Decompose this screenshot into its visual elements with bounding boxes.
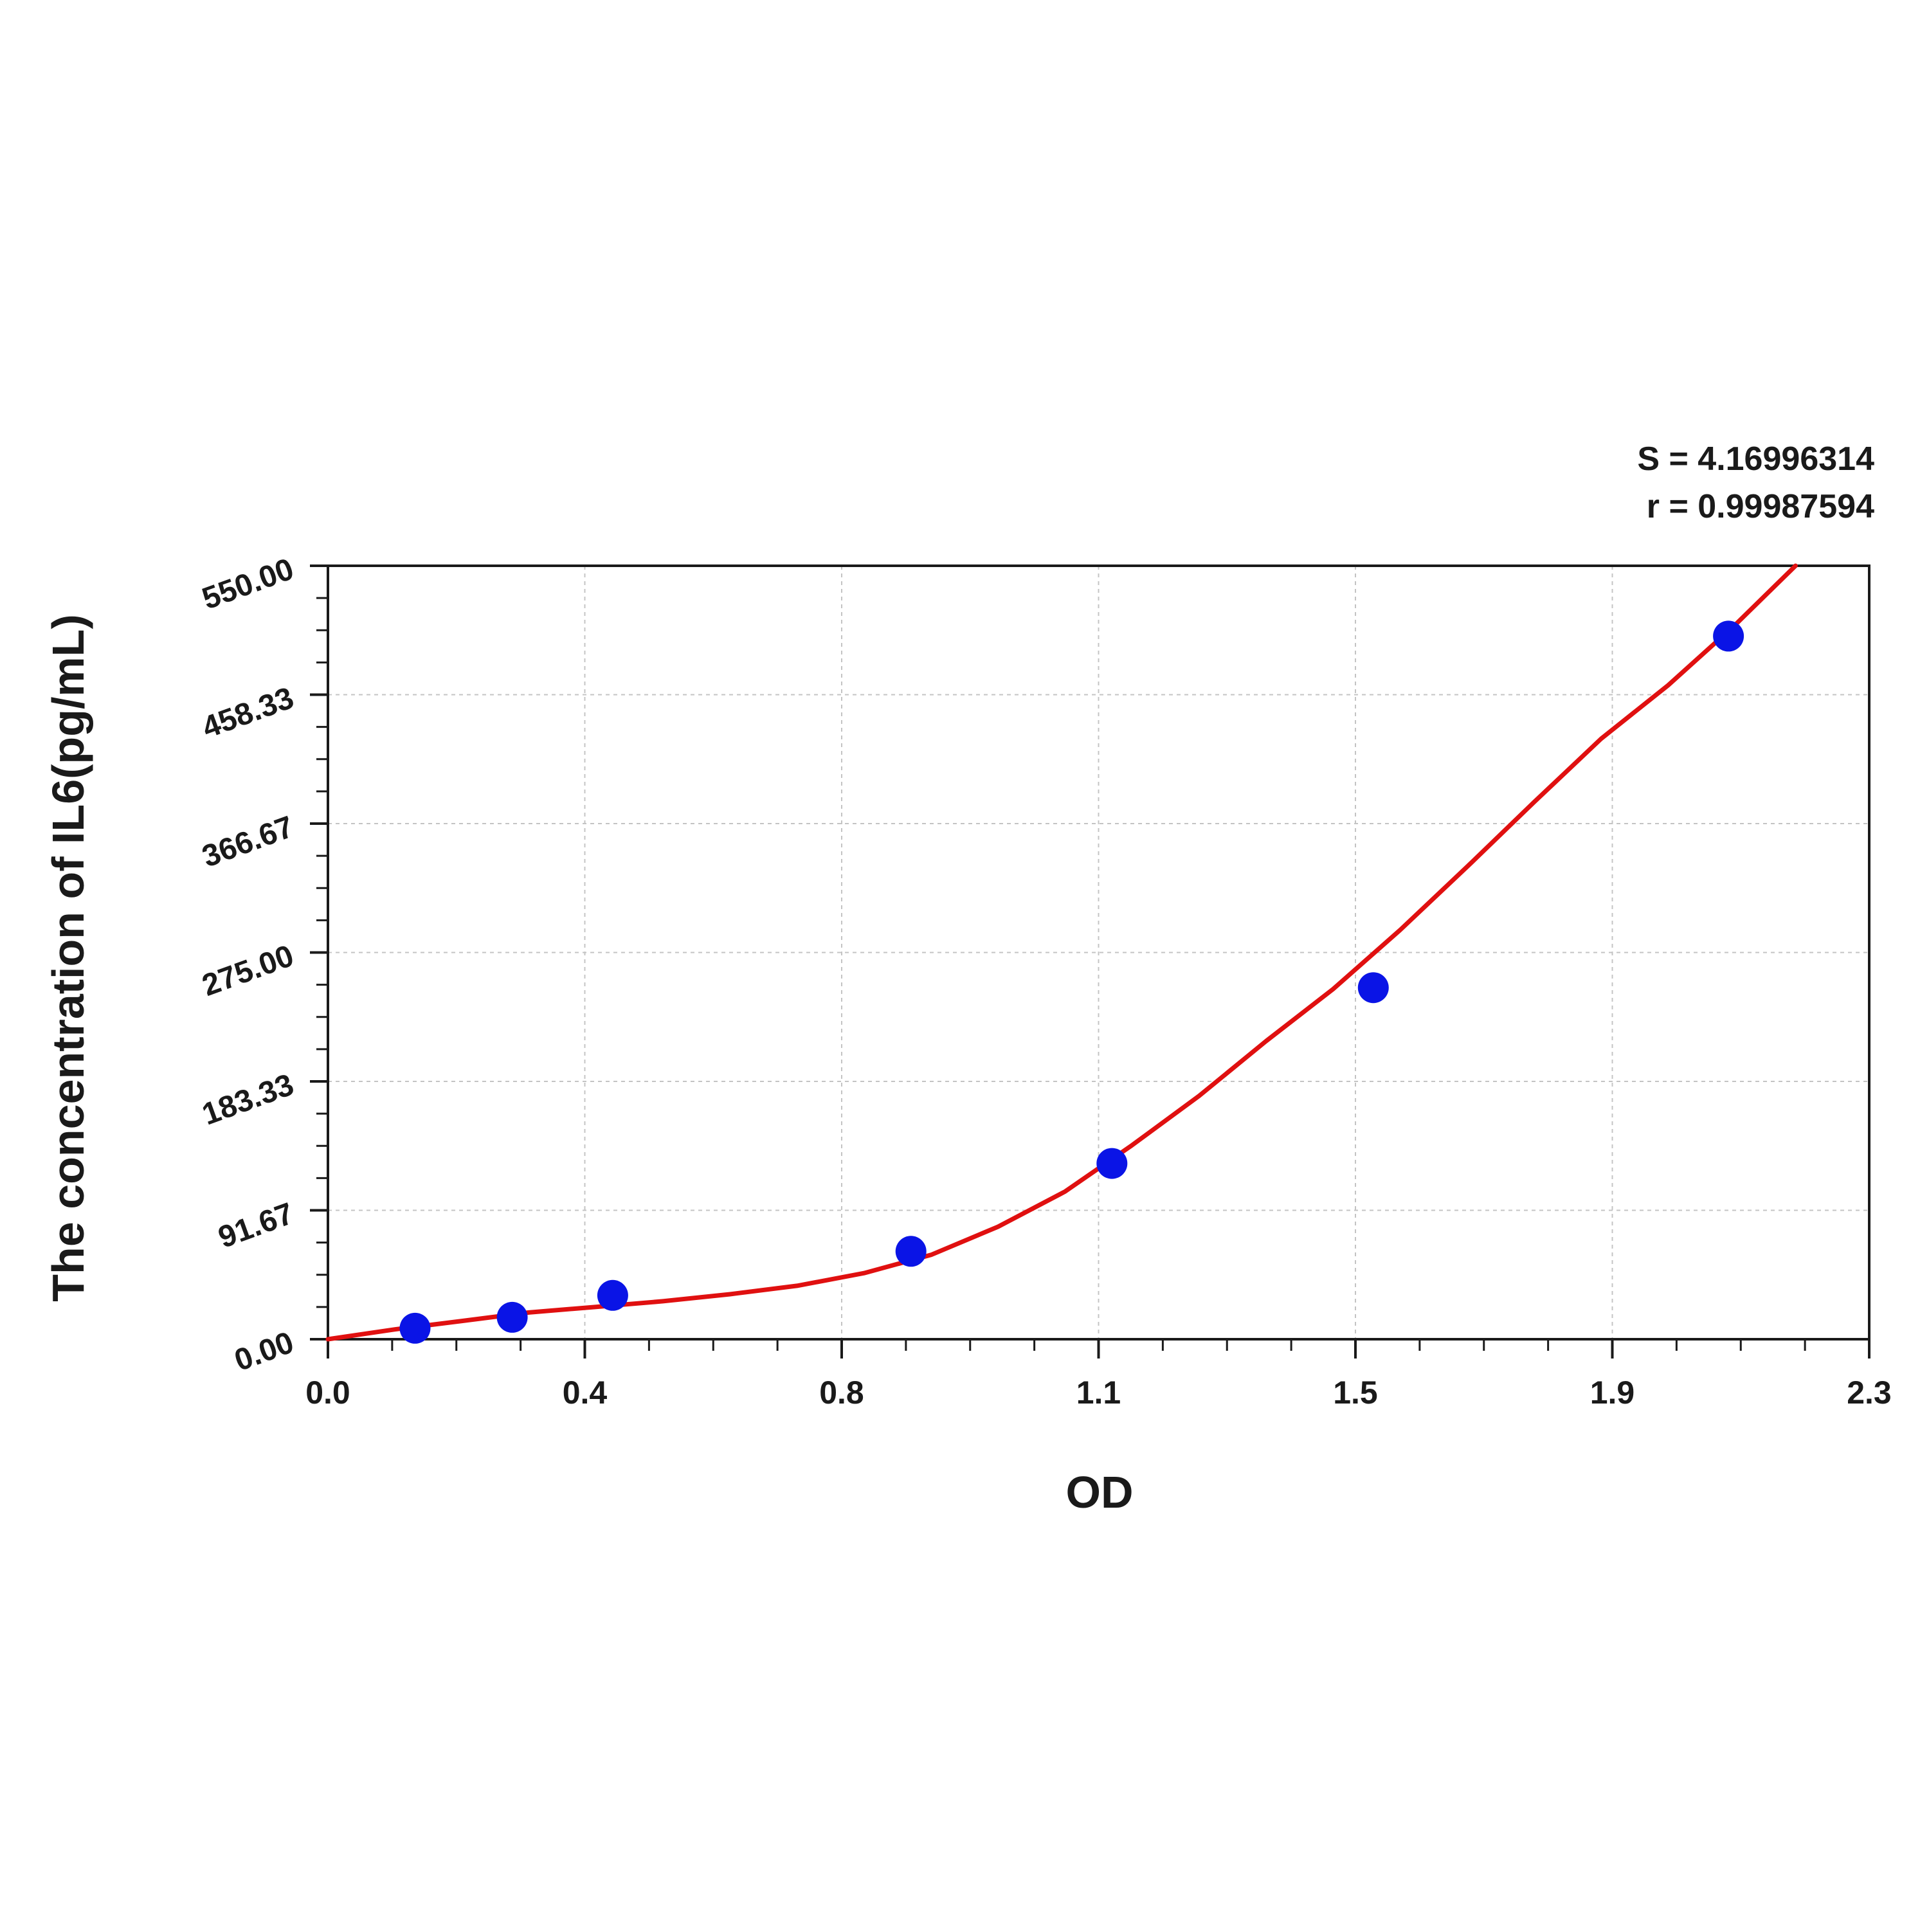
x-tick-label: 0.8 (819, 1375, 864, 1411)
fit-curve-layer (325, 563, 1798, 1342)
data-point (895, 1236, 927, 1267)
data-point (1713, 620, 1744, 652)
axes (310, 564, 1870, 1359)
data-point (1357, 972, 1389, 1004)
x-tick-label: 0.0 (305, 1375, 350, 1411)
x-tick-label: 1.5 (1333, 1375, 1378, 1411)
y-tick-label: 183.33 (198, 1068, 298, 1132)
y-tick-label: 550.00 (198, 552, 298, 617)
fit-curve (325, 563, 1798, 1342)
data-point (1096, 1148, 1128, 1179)
y-tick-label: 275.00 (198, 939, 298, 1003)
tick-labels: 0.0 0.4 0.8 1.1 1.5 1.9 2.3 0.00 91.67 183.33 275.… (198, 552, 1892, 1411)
x-tick-label: 0.4 (563, 1375, 608, 1411)
x-tick-label: 1.1 (1076, 1375, 1121, 1411)
grid-lines (328, 566, 1869, 1339)
y-axis-title: The concentration of IL6(pg/mL) (43, 614, 93, 1301)
y-tick-label: 458.33 (198, 681, 298, 745)
data-points (399, 620, 1744, 1344)
data-point (597, 1279, 628, 1311)
x-axis-title: OD (1066, 1467, 1134, 1517)
stat-s-label: S = 4.16996314 (1637, 440, 1874, 478)
x-tick-label: 2.3 (1847, 1375, 1892, 1411)
y-tick-label: 0.00 (230, 1326, 298, 1378)
y-tick-label: 366.67 (198, 810, 298, 874)
x-tick-label: 1.9 (1590, 1375, 1635, 1411)
y-tick-label: 91.67 (214, 1196, 298, 1255)
data-point (399, 1312, 431, 1344)
stat-r-label: r = 0.99987594 (1647, 488, 1874, 525)
data-point (496, 1301, 528, 1333)
